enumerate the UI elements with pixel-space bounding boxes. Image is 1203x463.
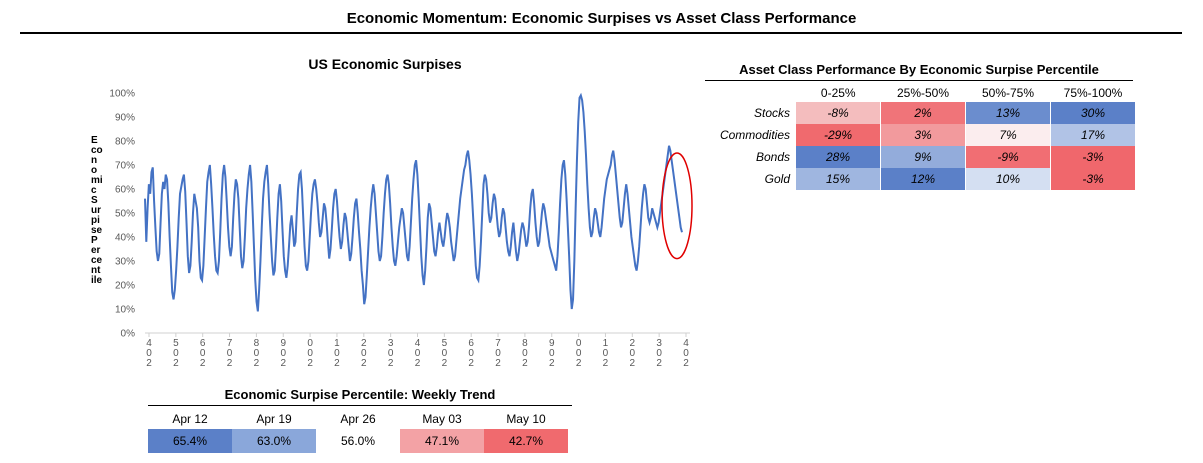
y-tick-label: 60%	[115, 185, 135, 196]
table-row: Commodities -29% 3% 7% 17%	[705, 124, 1136, 146]
table-cell: -8%	[796, 102, 881, 124]
y-tick-label: 90%	[115, 113, 135, 124]
y-tick-label: 80%	[115, 137, 135, 148]
table-cell: 2%	[880, 102, 966, 124]
asset-col-header: 50%-75%	[981, 85, 1035, 100]
row-label-gold: Gold	[764, 172, 790, 186]
y-tick-label: 0%	[121, 329, 136, 340]
weekly-trend-table: Apr 12 Apr 19 Apr 26 May 03 May 10 65.4%…	[148, 409, 568, 453]
weekly-cell: 42.7%	[484, 429, 568, 453]
page-title: Economic Momentum: Economic Surpises vs …	[346, 10, 857, 27]
weekly-col-header: Apr 19	[256, 412, 292, 426]
chart-title: US Economic Surpises	[308, 56, 462, 72]
weekly-cell: 63.0%	[232, 429, 316, 453]
y-tick-label: 50%	[115, 209, 135, 220]
us-economic-surprises-chart: 0% 10% 20% 30% 40% 50% 60% 70% 80% 90% 100% 4 0 2 5 0 2…	[109, 89, 693, 369]
table-cell: -3%	[1050, 146, 1136, 168]
y-tick-label: 30%	[115, 257, 135, 268]
table-row: Bonds 28% 9% -9% -3%	[705, 146, 1136, 168]
asset-performance-table: 0-25% 25%-50% 50%-75% 75%-100% Stocks -8…	[705, 83, 1136, 190]
asset-table-header-row: 0-25% 25%-50% 50%-75% 75%-100%	[705, 83, 1136, 102]
weekly-table-divider	[148, 405, 572, 406]
asset-table-divider	[705, 80, 1133, 81]
table-row: Gold 15% 12% 10% -3%	[705, 168, 1136, 190]
asset-col-header: 0-25%	[820, 85, 856, 100]
weekly-col-header: May 03	[422, 412, 462, 426]
y-tick-label: 20%	[115, 281, 135, 292]
weekly-cell: 47.1%	[400, 429, 484, 453]
weekly-col-header: Apr 26	[340, 412, 376, 426]
x-axis: 4 0 2 5 0 2 6 0 2 7 0 2 8 0 2 9 0 2 0 0 2 1 0 2 2 0 2 3 0 2 4 0 2 5 0 2 6 0 2 7…	[145, 332, 690, 369]
table-cell: -3%	[1050, 168, 1136, 190]
y-axis-label: Economic Surpise Percentile	[91, 135, 103, 286]
table-cell: 12%	[880, 168, 966, 190]
table-cell: 9%	[880, 146, 966, 168]
y-tick-label: 40%	[115, 233, 135, 244]
y-tick-label: 70%	[115, 161, 135, 172]
weekly-col-header: Apr 12	[172, 412, 208, 426]
table-cell: 13%	[965, 102, 1051, 124]
weekly-cell: 65.4%	[148, 429, 232, 453]
weekly-cell: 56.0%	[316, 429, 400, 453]
y-tick-label: 10%	[115, 305, 135, 316]
table-cell: 28%	[796, 146, 881, 168]
table-cell: 15%	[796, 168, 881, 190]
weekly-header-row: Apr 12 Apr 19 Apr 26 May 03 May 10	[148, 409, 568, 429]
asset-col-header: 75%-100%	[1063, 85, 1123, 100]
table-cell: 30%	[1050, 102, 1136, 124]
row-label-commodities: Commodities	[719, 128, 790, 142]
table-cell: -29%	[796, 124, 881, 146]
asset-table-corner	[705, 83, 796, 102]
weekly-values-row: 65.4% 63.0% 56.0% 47.1% 42.7%	[148, 429, 568, 453]
title-divider	[20, 32, 1182, 34]
y-tick-label: 100%	[109, 89, 135, 100]
table-cell: -9%	[965, 146, 1051, 168]
row-label-stocks: Stocks	[753, 106, 790, 120]
highlight-ellipse	[661, 152, 693, 260]
asset-col-header: 25%-50%	[896, 85, 950, 100]
table-cell: 7%	[965, 124, 1051, 146]
y-axis: 0% 10% 20% 30% 40% 50% 60% 70% 80% 90% 100%	[109, 89, 135, 340]
weekly-table-title: Economic Surpise Percentile: Weekly Tren…	[224, 387, 496, 402]
weekly-col-header: May 10	[506, 412, 546, 426]
asset-table-title: Asset Class Performance By Economic Surp…	[739, 62, 1099, 77]
table-cell: 17%	[1050, 124, 1136, 146]
table-cell: 10%	[965, 168, 1051, 190]
table-row: Stocks -8% 2% 13% 30%	[705, 102, 1136, 124]
row-label-bonds: Bonds	[755, 150, 790, 164]
series-line-economic-surprises	[144, 92, 683, 312]
table-cell: 3%	[880, 124, 966, 146]
